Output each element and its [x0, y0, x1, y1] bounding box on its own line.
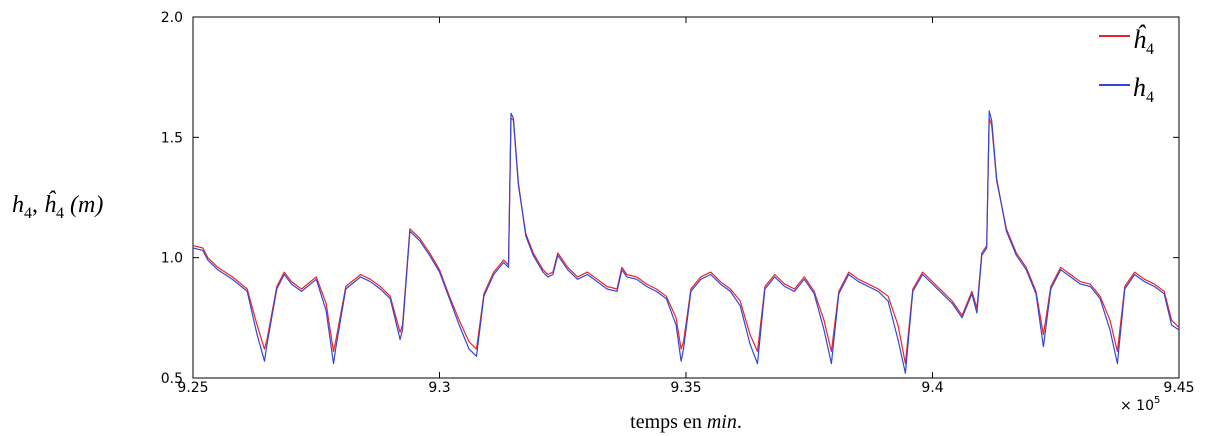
series-line-h4 [192, 110, 1180, 374]
legend-hat-sub: 4 [1146, 41, 1154, 58]
legend: ĥ4 h4 [1099, 25, 1154, 106]
legend-h-sub: 4 [1146, 89, 1154, 106]
legend-h-symbol: h [1133, 73, 1146, 102]
x-tick-label: 9.4 [921, 380, 943, 396]
xlabel-part-2: min [707, 411, 737, 433]
ylabel-sub2: 4 [56, 205, 64, 222]
legend-hat-symbol: ĥ [1133, 25, 1147, 54]
y-tick-label: 2.0 [161, 10, 183, 26]
legend-label-h4-hat: ĥ4 [1133, 25, 1154, 58]
y-tick-label: 1.5 [161, 130, 183, 146]
ylabel-hat: ĥ [44, 191, 57, 218]
series-layer [192, 110, 1180, 374]
y-tick-label: 1.0 [161, 251, 183, 267]
x-tick-label: 9.3 [428, 380, 450, 396]
x-tick-label: 9.45 [1163, 380, 1194, 396]
legend-label-h4: h4 [1133, 73, 1154, 106]
ylabel-sub: 4 [24, 205, 32, 222]
x-tick-label: 9.35 [670, 380, 701, 396]
y-axis-label: h4, ĥ4 (m) [12, 191, 103, 222]
ylabel-sep: , [32, 192, 44, 218]
x-multiplier-exp: 5 [1154, 395, 1160, 406]
xlabel-part-1: temps en [630, 411, 707, 433]
axis-ticks: 9.25 9.3 9.35 9.4 9.45 0.5 1.0 1.5 2.0 [161, 10, 1195, 396]
x-tick-label: 9.25 [177, 380, 208, 396]
ylabel-h: h [12, 192, 24, 218]
y-tick-label: 0.5 [161, 371, 183, 387]
x-multiplier: × 105 [1120, 395, 1160, 414]
x-multiplier-base: × 10 [1120, 398, 1154, 414]
ylabel-unit: (m) [64, 192, 103, 218]
xlabel-part-3: . [737, 411, 742, 433]
x-axis-label: temps en min. [630, 411, 742, 433]
